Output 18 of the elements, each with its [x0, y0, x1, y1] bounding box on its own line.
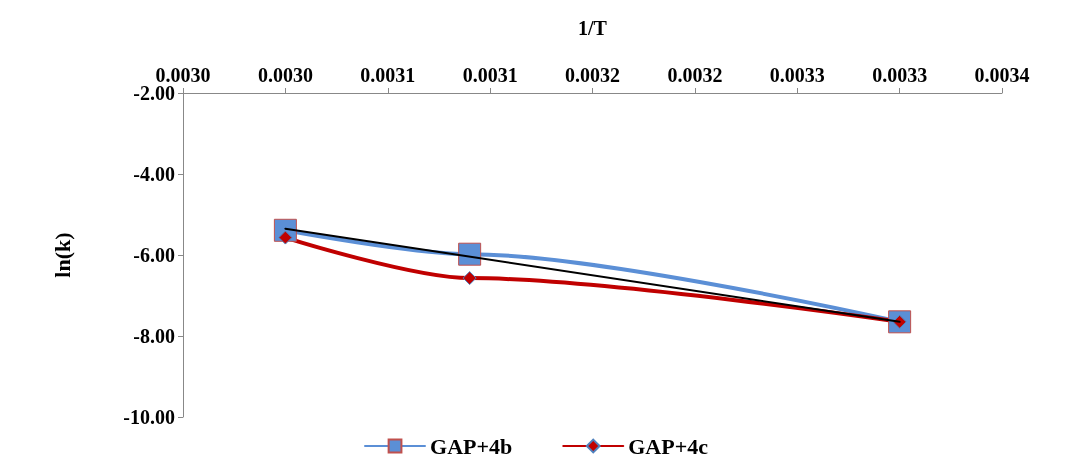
y-tick-label: -6.00 — [133, 244, 175, 266]
x-tick-label: 0.0032 — [667, 64, 723, 86]
x-tick-label: 0.0033 — [769, 64, 825, 86]
x-tick-label: 0.0032 — [565, 64, 620, 86]
legend-label: GAP+4c — [628, 433, 709, 459]
legend-label: GAP+4b — [430, 433, 513, 459]
y-tick-label: -4.00 — [133, 163, 175, 185]
x-axis-title: 1/T — [578, 17, 608, 39]
y-tick-label: -10.00 — [123, 406, 175, 428]
y-axis-title: ln(k) — [49, 232, 75, 278]
x-tick-label: 0.0033 — [872, 64, 928, 86]
x-tick-label: 0.0034 — [974, 64, 1030, 86]
point — [458, 242, 482, 266]
x-tick-label: 0.0031 — [360, 64, 416, 86]
x-tick-label: 0.0031 — [462, 64, 518, 86]
y-tick-label: -8.00 — [133, 325, 175, 347]
x-tick-label: 0.0030 — [257, 64, 313, 86]
point — [462, 271, 477, 286]
